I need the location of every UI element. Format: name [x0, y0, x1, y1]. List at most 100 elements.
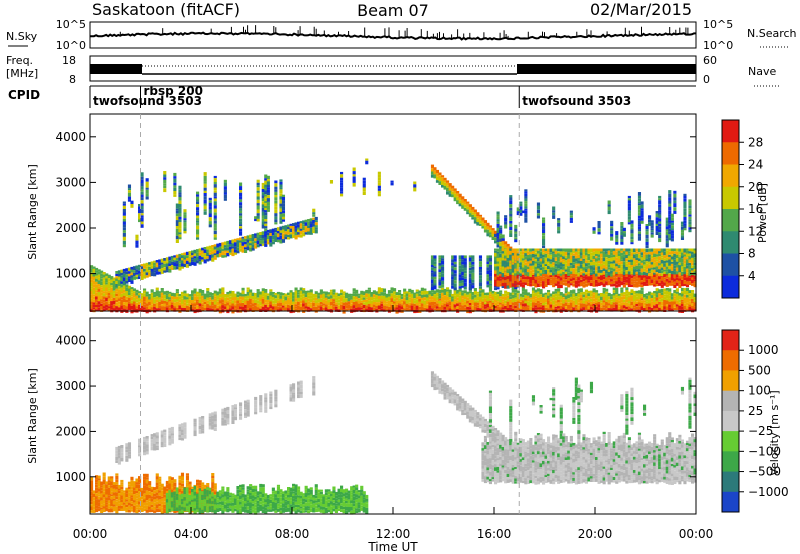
cell — [287, 297, 291, 302]
cell — [105, 291, 109, 296]
cell — [324, 297, 328, 301]
cell — [102, 497, 106, 500]
cell — [486, 264, 490, 268]
cell — [145, 497, 149, 501]
cell — [153, 443, 157, 447]
cell — [640, 276, 644, 279]
cell — [524, 289, 528, 292]
cell — [180, 435, 185, 438]
cell — [120, 508, 124, 511]
cell — [221, 305, 225, 309]
cell — [95, 493, 99, 497]
cell — [486, 307, 490, 311]
cell — [380, 299, 384, 302]
cell — [514, 239, 518, 243]
cell — [602, 261, 606, 265]
cell — [491, 296, 495, 301]
cell — [367, 306, 371, 309]
cell — [122, 293, 126, 296]
cell — [231, 306, 235, 310]
cell — [574, 261, 578, 264]
cell — [264, 215, 268, 219]
cell — [138, 273, 142, 277]
cell — [281, 216, 286, 220]
cell — [110, 298, 114, 302]
cell — [180, 506, 185, 510]
cell — [165, 492, 169, 496]
cell — [198, 303, 202, 307]
cell — [115, 288, 119, 292]
cell — [562, 259, 566, 262]
cell — [547, 252, 551, 255]
cell — [680, 293, 685, 297]
cell — [466, 306, 470, 310]
cell — [115, 280, 119, 284]
cell — [433, 298, 437, 302]
cell — [643, 264, 647, 267]
cell — [201, 254, 205, 258]
cell — [191, 494, 195, 498]
cell — [228, 252, 233, 255]
cell — [524, 203, 528, 207]
cell — [127, 492, 132, 497]
cell — [660, 294, 664, 298]
cell — [526, 255, 530, 259]
cell — [244, 241, 248, 245]
cell — [627, 303, 631, 307]
cell — [148, 270, 152, 273]
cell — [549, 269, 553, 273]
cell — [193, 249, 197, 254]
cell — [193, 501, 197, 506]
cell — [115, 484, 119, 487]
cell — [595, 256, 599, 259]
cell — [239, 299, 243, 304]
cell — [509, 266, 513, 270]
cell — [92, 509, 96, 513]
cell — [287, 237, 291, 240]
cell — [153, 499, 157, 503]
cell — [559, 305, 563, 309]
cell — [309, 308, 313, 311]
cell — [496, 230, 500, 233]
cell — [148, 481, 152, 485]
cell — [542, 226, 546, 230]
cell — [292, 226, 296, 229]
cell — [595, 266, 599, 271]
cell — [602, 300, 606, 303]
cell — [145, 486, 149, 491]
cell — [536, 261, 541, 264]
cell — [100, 493, 104, 498]
cell — [319, 302, 323, 305]
cell — [413, 306, 417, 310]
cell — [264, 180, 268, 185]
cell — [127, 292, 132, 295]
noise-frame — [89, 21, 697, 49]
cell — [188, 303, 192, 307]
cell — [605, 253, 609, 257]
cell — [595, 296, 599, 299]
cell — [577, 280, 581, 284]
cell — [488, 227, 493, 230]
cell — [589, 276, 594, 281]
cell — [524, 300, 528, 304]
cell — [228, 308, 233, 311]
cell — [261, 211, 265, 216]
cell — [612, 304, 616, 308]
cell — [198, 255, 202, 260]
cell — [670, 228, 674, 231]
cell — [249, 238, 253, 241]
cell — [640, 284, 644, 288]
cell — [643, 261, 647, 265]
cell — [264, 294, 268, 298]
cell — [592, 308, 596, 312]
cell — [400, 299, 404, 303]
cell — [612, 290, 616, 293]
cell — [281, 299, 286, 303]
cell — [193, 296, 197, 299]
cell — [582, 281, 586, 285]
freq-label-2: [MHz] — [6, 67, 38, 80]
cell — [231, 243, 235, 247]
cell — [180, 253, 185, 256]
cell — [213, 255, 217, 258]
cell — [665, 294, 669, 299]
